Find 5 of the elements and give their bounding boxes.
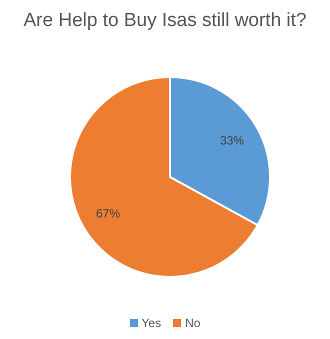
data-label: 67% (96, 206, 120, 221)
legend-label: No (184, 316, 200, 330)
legend-label: Yes (140, 316, 162, 330)
chart-title: Are Help to Buy Isas still worth it? (22, 10, 308, 32)
data-label: 33% (220, 133, 244, 148)
